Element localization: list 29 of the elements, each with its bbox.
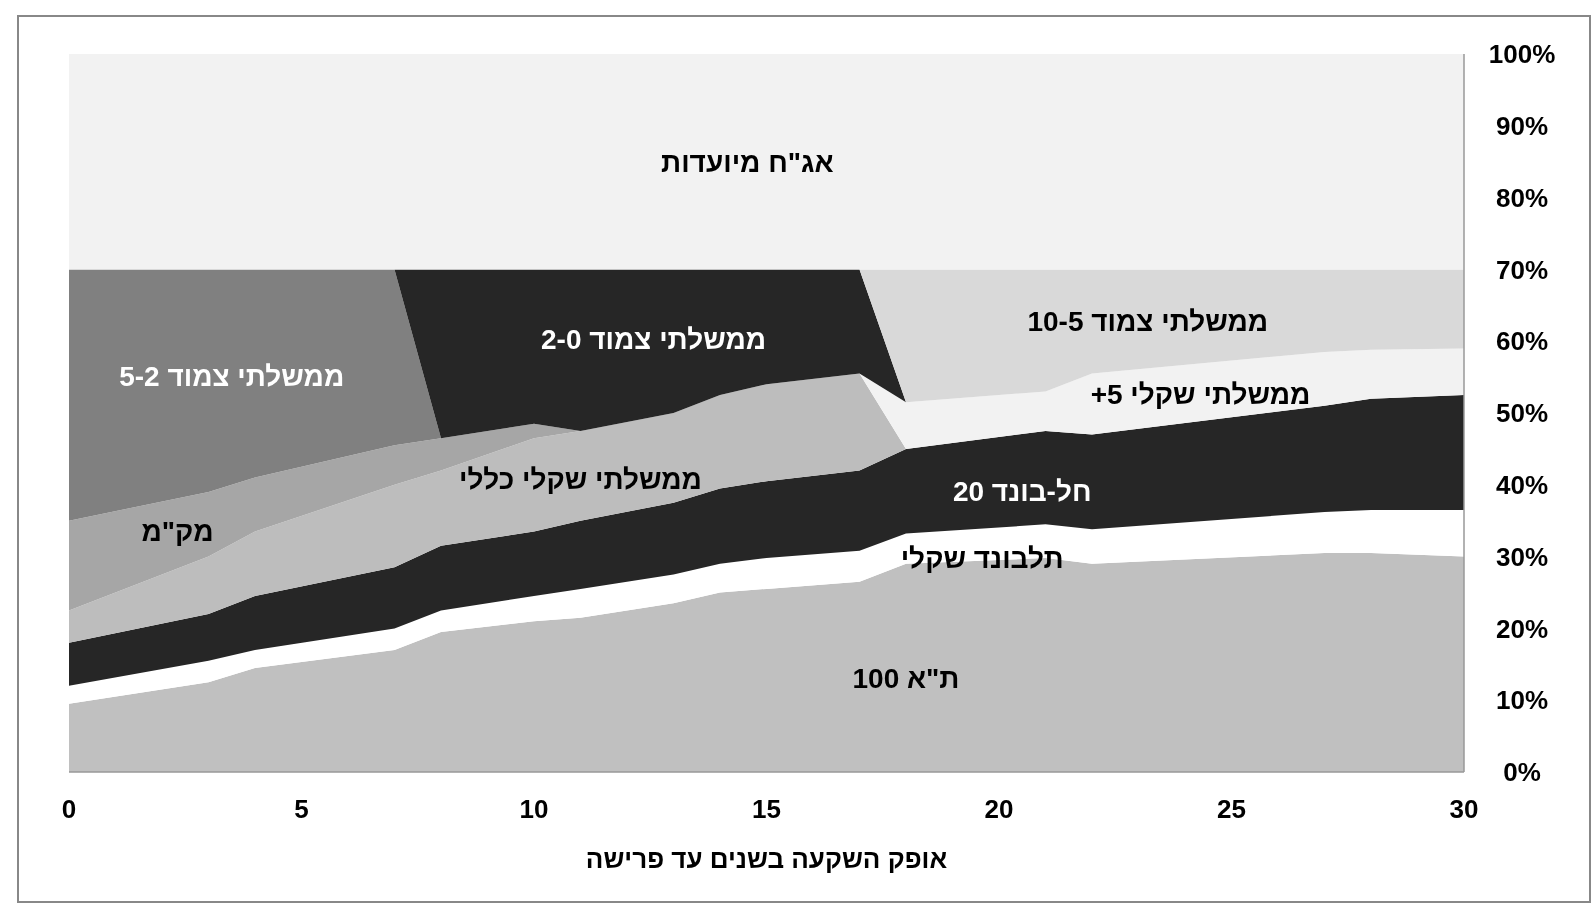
- x-tick-label: 25: [1217, 794, 1246, 824]
- y-tick-label: 30%: [1495, 541, 1549, 572]
- y-tick-label: 90%: [1495, 110, 1549, 141]
- y-tick-label: 60%: [1495, 326, 1549, 357]
- y-tick-label: 40%: [1495, 469, 1549, 500]
- y-tick-label: 0%: [1503, 757, 1541, 788]
- x-tick-label: 15: [752, 794, 781, 824]
- series-label: ת"א 100: [852, 662, 960, 694]
- x-axis-title: אופק השקעה בשנים עד פרישה: [585, 844, 948, 874]
- x-tick-label: 5: [294, 794, 309, 824]
- x-tick-label: 0: [61, 794, 77, 824]
- x-tick-label: 20: [984, 794, 1014, 824]
- y-tick-label: 70%: [1495, 254, 1549, 285]
- y-tick-label: 50%: [1495, 398, 1549, 429]
- series-label: ממשלתי צמוד 5-2: [119, 361, 345, 393]
- series-label: ממשלתי שקלי 5+: [1090, 379, 1311, 411]
- series-label: תלבונד שקלי: [900, 543, 1064, 575]
- series-label: אג"ח מיועדות: [661, 146, 834, 178]
- series-label: ממשלתי צמוד 10-5: [1027, 306, 1269, 338]
- x-tick-label: 10: [519, 794, 549, 824]
- series-label: ממשלתי שקלי כללי: [459, 464, 702, 496]
- series-label: חל-בונד 20: [952, 475, 1092, 507]
- series-label: מק"מ: [141, 516, 214, 548]
- y-tick-label: 20%: [1495, 613, 1549, 644]
- x-tick-label: 30: [1449, 794, 1479, 824]
- series-label: ממשלתי צמוד 2-0: [541, 323, 767, 355]
- y-tick-label: 100%: [1488, 39, 1556, 70]
- y-tick-label: 10%: [1495, 685, 1549, 716]
- y-tick-label: 80%: [1495, 182, 1549, 213]
